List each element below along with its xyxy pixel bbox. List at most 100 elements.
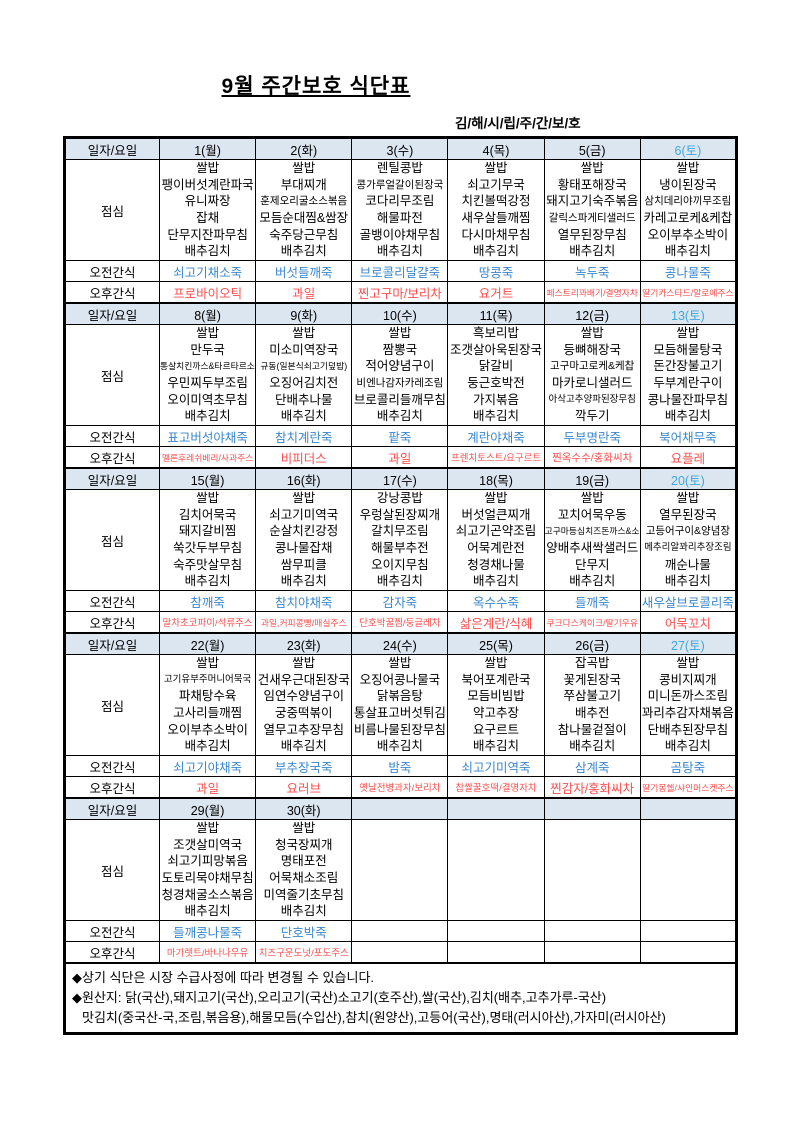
date-cell: 19(금)	[543, 467, 641, 490]
afternoon-snack-cell: 멜론후레쉬베리/사과주스	[158, 446, 257, 469]
menu-item: 배추김치	[184, 904, 231, 919]
menu-item: 쇠고기곤약조림	[455, 524, 537, 539]
menu-item: 우렁살된장찌개	[359, 507, 441, 522]
menu-item: 브로콜리들깨무침	[353, 392, 446, 407]
page-title: 9월 주간보호 식단표	[221, 75, 411, 98]
date-row: 일자/요일 29(월) 30(화)	[64, 797, 738, 820]
lunch-cell	[447, 819, 545, 921]
date-cell: 29(월)	[158, 797, 257, 820]
menu-item: 규동(일본식쇠고기덮밥)	[260, 361, 348, 372]
menu-item: 비름나물된장무침	[353, 722, 446, 737]
menu-item: 돼지고기숙주볶음	[546, 194, 639, 209]
menu-item	[545, 821, 639, 837]
menu-item: 배추김치	[376, 739, 423, 754]
morning-snack-cell: 삼계죽	[543, 755, 641, 777]
menu-item: 약고추장	[473, 706, 520, 720]
afternoon-snack-cell	[351, 941, 449, 964]
afternoon-snack-cell: 옛날전병과자/보리차	[351, 776, 449, 799]
menu-item: 아삭고추양파된장무침	[548, 393, 636, 405]
lunch-cell: 잡곡밥 꽃게된장국 쭈삼불고기 배추전 참나물겉절이 배추김치	[543, 654, 641, 756]
menu-item: 쌀밥	[196, 656, 220, 671]
menu-item: 배추김치	[664, 409, 711, 424]
morning-snack-row: 오전간식 쇠고기야채죽 부추장국죽 밤죽 쇠고기미역죽 삼계죽 곰탕죽	[64, 755, 738, 777]
menu-item: 다시마채무침	[461, 227, 531, 242]
row-label-afternoon-snack: 오후간식	[64, 776, 160, 799]
menu-item: 쭈삼불고기	[563, 689, 621, 704]
menu-item: 골뱅이야채무침	[359, 227, 441, 242]
menu-item: 갈치무조림	[371, 524, 429, 539]
morning-snack-cell: 북어채무죽	[639, 425, 738, 447]
date-cell	[351, 797, 449, 820]
menu-item	[353, 821, 447, 837]
menu-item: 숙주맛살무침	[173, 557, 243, 572]
morning-snack-cell: 참깨죽	[158, 590, 257, 612]
menu-item: 모듬비빔밥	[467, 689, 525, 704]
morning-snack-cell	[447, 920, 545, 942]
menu-item: 쌀밥	[580, 161, 604, 176]
date-cell: 16(화)	[255, 467, 353, 490]
menu-item	[641, 821, 735, 837]
menu-item: 고구마등심치즈돈까스&소스	[544, 526, 641, 537]
menu-item: 메추리알꽈리추장조림	[644, 542, 732, 553]
row-label-lunch: 점심	[64, 324, 160, 426]
row-label-afternoon-snack: 오후간식	[64, 446, 160, 469]
menu-item: 열무고추장무침	[263, 722, 344, 737]
date-cell: 22(월)	[158, 632, 257, 655]
lunch-cell: 쌀밥 북어포계란국 모듬비빔밥 약고추장 요구르트 배추김치	[447, 654, 545, 756]
menu-item: 쌀밥	[292, 161, 316, 176]
menu-item: 쌀밥	[196, 326, 220, 341]
lunch-cell: 쌀밥 오징어콩나물국 닭볶음탕 통살표고버섯튀김 비름나물된장무침 배추김치	[351, 654, 449, 756]
menu-item: 모듬해물탕국	[653, 342, 723, 357]
afternoon-snack-cell	[543, 941, 641, 964]
meal-plan-table: 일자/요일 1(월) 2(화) 3(수) 4(목) 5(금) 6(토) 점심 쌀밥 팽이버섯계란파…	[63, 136, 738, 1035]
date-cell	[447, 797, 545, 820]
menu-item: 쌀밥	[388, 656, 412, 671]
lunch-cell: 쌀밥 쇠고기미역국 순살치킨강정 콩나물잡채 쌈무피클 배추김치	[255, 489, 353, 591]
menu-item: 고등어구이&양념장	[645, 525, 731, 538]
menu-item: 쌀밥	[676, 491, 700, 506]
menu-item	[545, 903, 639, 919]
morning-snack-cell: 콩나물죽	[639, 260, 738, 282]
date-row: 일자/요일 1(월) 2(화) 3(수) 4(목) 5(금) 6(토)	[64, 136, 738, 160]
menu-item	[545, 887, 639, 904]
date-cell: 15(월)	[158, 467, 257, 490]
morning-snack-cell: 팥죽	[351, 425, 449, 447]
menu-item: 배추김치	[184, 409, 231, 424]
menu-item: 코다리무조림	[365, 194, 435, 209]
footnote-line: 맛김치(중국산-국,조림,볶음용),해물모듬(수입산),참치(원양산),고등어(…	[82, 1010, 666, 1025]
date-cell: 27(토)	[639, 632, 738, 655]
date-cell: 18(목)	[447, 467, 545, 490]
menu-item	[353, 853, 447, 870]
lunch-cell: 쌀밥 콩비지찌개 미니돈까스조림 꽈리추감자채볶음 단배추된장무침 배추김치	[639, 654, 738, 756]
menu-item: 쌀밥	[292, 656, 316, 671]
menu-item: 쌀밥	[196, 491, 220, 506]
date-cell: 4(목)	[447, 136, 545, 160]
menu-item: 잡곡밥	[574, 656, 610, 671]
lunch-cell: 쌀밥 모듬해물탕국 돈간장불고기 두부계란구이 콩나물잔파무침 배추김치	[639, 324, 738, 426]
date-row: 일자/요일 8(월) 9(화) 10(수) 11(목) 12(금) 13(토)	[64, 302, 738, 325]
afternoon-snack-cell: 단호박꿀찜/둥글레차	[351, 611, 449, 634]
menu-item: 쌀밥	[484, 161, 508, 176]
footnote-line: ◆원산지: 닭(국산),돼지고기(국산),오리고기(국산)소고기(호주산),쌀(…	[72, 990, 607, 1005]
menu-item	[449, 870, 543, 887]
afternoon-snack-cell: 삶은계란/식혜	[447, 611, 545, 634]
date-cell: 17(수)	[351, 467, 449, 490]
afternoon-snack-cell: 찹쌀꿀호떡/결명자차	[447, 776, 545, 799]
afternoon-snack-cell: 찐옥수수/홍화씨차	[543, 446, 641, 469]
menu-item: 황태포해장국	[557, 177, 627, 192]
menu-item: 청국장찌개	[274, 837, 333, 852]
afternoon-snack-cell: 말차초코파이/석류주스	[158, 611, 257, 634]
date-cell: 20(토)	[639, 467, 738, 490]
menu-item	[449, 837, 543, 854]
menu-item: 마카로니샐러드	[551, 376, 633, 390]
menu-item: 오이지무침	[371, 557, 429, 572]
menu-item: 쌀밥	[292, 326, 316, 341]
menu-item: 참나물겉절이	[557, 722, 627, 737]
lunch-cell: 쌀밥 황태포해장국 돼지고기숙주볶음 갈릭스파게티샐러드 열무된장무침 배추김치	[543, 159, 641, 261]
menu-item: 콩가루얼갈이된장국	[356, 178, 444, 191]
menu-item: 미역줄기초무침	[263, 887, 344, 902]
menu-item: 쌀밥	[484, 656, 508, 671]
menu-item: 해물파전	[376, 211, 423, 225]
menu-item	[641, 853, 735, 870]
menu-item: 꼬치어묵우동	[557, 507, 627, 522]
